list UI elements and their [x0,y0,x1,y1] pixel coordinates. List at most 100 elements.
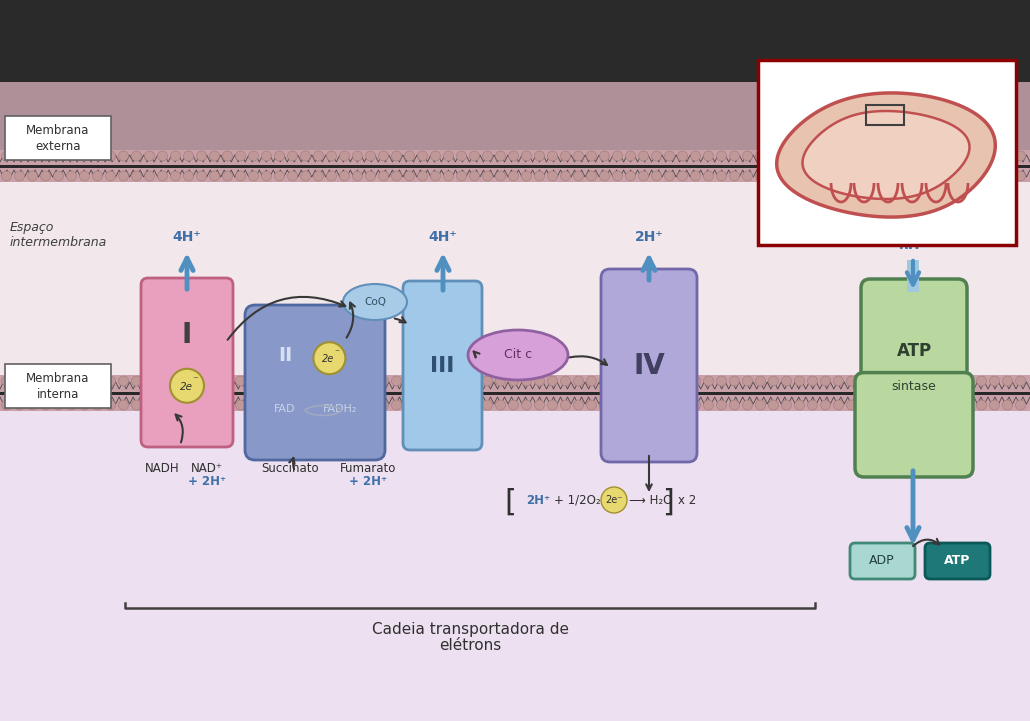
Ellipse shape [468,330,568,380]
Circle shape [976,376,987,386]
Circle shape [560,171,571,181]
Circle shape [118,151,129,161]
Circle shape [313,342,345,374]
Circle shape [625,400,636,410]
Circle shape [560,376,571,386]
Circle shape [821,171,830,181]
Circle shape [560,400,571,410]
Circle shape [405,376,414,386]
Circle shape [743,400,753,410]
Circle shape [859,171,869,181]
Circle shape [560,151,571,161]
Circle shape [183,400,194,410]
Text: + 1/2O₂ +: + 1/2O₂ + [554,493,614,506]
Circle shape [937,400,948,410]
Text: 2H⁺: 2H⁺ [526,493,550,506]
Circle shape [158,400,168,410]
Circle shape [872,376,883,386]
Circle shape [639,151,649,161]
Circle shape [79,400,90,410]
Circle shape [495,171,506,181]
Circle shape [535,376,545,386]
Circle shape [859,400,869,410]
Circle shape [158,376,168,386]
Circle shape [639,400,649,410]
Circle shape [729,400,740,410]
Circle shape [574,151,584,161]
Circle shape [301,171,310,181]
Text: II: II [278,346,293,365]
Circle shape [275,151,284,161]
Circle shape [417,171,427,181]
Circle shape [236,151,245,161]
Text: elétrons: elétrons [439,638,502,653]
Circle shape [847,400,857,410]
Circle shape [352,171,363,181]
Bar [0,166,1030,182]
Circle shape [378,376,388,386]
Text: 4H⁺: 4H⁺ [173,230,201,244]
Circle shape [951,151,961,161]
Circle shape [170,368,204,403]
Circle shape [1002,400,1012,410]
Circle shape [963,400,973,410]
Circle shape [548,376,557,386]
Circle shape [287,400,298,410]
Circle shape [912,400,922,410]
Circle shape [886,400,895,410]
Circle shape [132,151,141,161]
Text: Fumarato: Fumarato [340,462,397,475]
Circle shape [717,376,726,386]
Circle shape [287,376,298,386]
Circle shape [912,151,922,161]
Circle shape [859,151,869,161]
Circle shape [222,171,233,181]
Circle shape [833,376,844,386]
Circle shape [990,400,999,410]
Circle shape [431,400,441,410]
Circle shape [391,151,402,161]
Circle shape [118,376,129,386]
Circle shape [963,376,973,386]
Circle shape [54,171,64,181]
Circle shape [28,171,37,181]
Circle shape [652,151,661,161]
Circle shape [613,171,622,181]
Circle shape [1016,151,1026,161]
FancyBboxPatch shape [600,269,697,462]
Circle shape [417,376,427,386]
Circle shape [132,376,141,386]
Circle shape [262,376,272,386]
Circle shape [743,376,753,386]
Text: Succinato: Succinato [262,462,319,475]
Circle shape [431,171,441,181]
Circle shape [925,376,934,386]
Circle shape [794,376,804,386]
Circle shape [782,171,791,181]
Circle shape [482,376,492,386]
Circle shape [40,376,50,386]
Circle shape [703,171,714,181]
Circle shape [639,171,649,181]
Circle shape [340,171,349,181]
Text: 4H⁺: 4H⁺ [428,230,457,244]
Circle shape [391,376,402,386]
Circle shape [664,376,675,386]
Circle shape [976,151,987,161]
Circle shape [703,376,714,386]
Circle shape [67,376,76,386]
Circle shape [717,151,726,161]
Circle shape [495,400,506,410]
Circle shape [301,376,310,386]
Text: + 2H⁺: + 2H⁺ [349,475,387,488]
Circle shape [144,376,154,386]
Text: ⁻: ⁻ [192,376,198,386]
Circle shape [222,151,233,161]
Circle shape [821,376,830,386]
Bar [0,82,1030,721]
Circle shape [743,151,753,161]
Bar [0,393,1030,411]
Circle shape [183,151,194,161]
Circle shape [1,151,11,161]
Circle shape [158,171,168,181]
